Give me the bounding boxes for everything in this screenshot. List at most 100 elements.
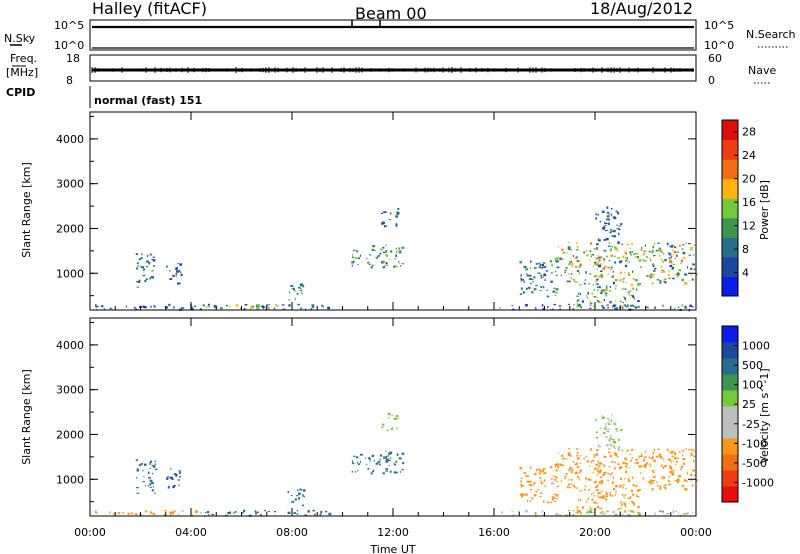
- power-echo-point: [578, 272, 580, 275]
- power-echo-point: [547, 306, 549, 308]
- power-echo-point: [140, 257, 143, 259]
- velocity-echo-point: [390, 428, 394, 430]
- power-echo-point: [613, 303, 616, 306]
- velocity-echo-point: [618, 450, 620, 452]
- velocity-echo-point: [558, 452, 560, 454]
- power-echo-point: [653, 269, 656, 272]
- power-echo-point: [152, 277, 154, 279]
- velocity-echo-point: [530, 484, 534, 487]
- power-echo-point: [520, 280, 522, 282]
- power-echo-point: [668, 257, 672, 259]
- power-echo-point: [583, 251, 585, 254]
- power-echo-point: [543, 273, 547, 277]
- power-echo-point: [567, 248, 571, 250]
- velocity-echo-point: [684, 479, 687, 482]
- power-echo-point: [593, 248, 595, 250]
- power-echo-point: [628, 273, 631, 276]
- power-echo-point: [229, 305, 231, 307]
- velocity-echo-point: [168, 485, 170, 488]
- velocity-echo-point: [676, 460, 678, 463]
- velocity-echo-point: [625, 487, 627, 490]
- power-echo-point: [370, 266, 373, 269]
- power-echo-point: [629, 290, 632, 292]
- velocity-echo-point: [148, 471, 150, 474]
- velocity-echo-point: [151, 482, 154, 485]
- power-echo-point: [202, 304, 205, 307]
- power-echo-point: [574, 265, 578, 269]
- power-echo-point: [551, 264, 553, 267]
- velocity-echo-point: [593, 494, 595, 497]
- power-echo-point: [599, 256, 603, 259]
- velocity-echo-point: [396, 453, 399, 456]
- power-echo-point: [602, 306, 605, 309]
- power-echo-point: [599, 270, 603, 272]
- velocity-echo-point: [592, 472, 594, 474]
- velocity-echo-point: [626, 463, 628, 466]
- velocity-echo-point: [620, 429, 623, 431]
- velocity-echo-point: [526, 493, 528, 496]
- velocity-echo-point: [679, 451, 681, 453]
- power-echo-point: [589, 300, 591, 303]
- velocity-echo-point: [371, 454, 374, 457]
- power-echo-point: [176, 266, 178, 269]
- power-echo-point: [570, 277, 572, 279]
- power-echo-point: [539, 263, 542, 267]
- velocity-echo-point: [145, 485, 147, 487]
- power-echo-point: [511, 305, 513, 307]
- power-echo-point: [136, 280, 139, 283]
- velocity-colorbar-tick-label: -1000: [742, 476, 774, 489]
- velocity-echo-point: [635, 494, 638, 497]
- velocity-echo-point: [607, 473, 610, 475]
- power-echo-point: [297, 303, 300, 306]
- power-echo-point: [144, 280, 147, 283]
- velocity-echo-point: [629, 454, 631, 456]
- power-echo-point: [351, 264, 353, 267]
- power-echo-point: [625, 263, 627, 265]
- power-echo-point: [630, 253, 633, 256]
- freq-label: Freq.: [10, 52, 37, 65]
- velocity-echo-point: [290, 501, 294, 503]
- power-echo-point: [648, 275, 651, 278]
- velocity-echo-point: [592, 492, 595, 494]
- velocity-echo-point: [669, 459, 672, 462]
- power-echo-point: [554, 294, 557, 296]
- power-echo-point: [677, 306, 680, 308]
- power-echo-point: [685, 242, 687, 244]
- power-echo-point: [172, 274, 175, 277]
- power-echo-point: [624, 288, 627, 290]
- velocity-echo-point: [589, 511, 593, 513]
- power-colorbar-tick-label: 16: [742, 196, 756, 209]
- velocity-echo-point: [681, 484, 684, 488]
- time-tick-label: 16:00: [478, 526, 510, 539]
- velocity-echo-point: [95, 510, 97, 513]
- power-echo-point: [372, 245, 376, 248]
- velocity-echo-point: [149, 483, 151, 486]
- velocity-colorbar-swatch: [722, 342, 738, 359]
- velocity-echo-point: [396, 427, 398, 430]
- velocity-echo-point: [617, 447, 620, 450]
- velocity-echo-point: [606, 418, 610, 420]
- velocity-echo-point: [684, 513, 688, 515]
- velocity-echo-point: [551, 477, 553, 480]
- power-echo-point: [388, 258, 390, 260]
- velocity-echo-point: [561, 464, 564, 467]
- velocity-echo-point: [555, 469, 558, 472]
- power-colorbar-tick-label: 4: [742, 267, 749, 280]
- velocity-echo-point: [619, 511, 622, 513]
- velocity-echo-point: [642, 477, 645, 480]
- velocity-echo-point: [576, 511, 579, 514]
- velocity-echo-point: [637, 513, 641, 516]
- velocity-colorbar-swatch: [722, 422, 738, 439]
- power-echo-point: [612, 216, 616, 219]
- power-echo-point: [564, 271, 566, 273]
- power-echo-point: [604, 295, 608, 297]
- power-echo-point: [542, 308, 545, 310]
- power-echo-point: [682, 251, 686, 255]
- power-echo-point: [621, 278, 624, 280]
- power-echo-point: [540, 276, 543, 279]
- power-echo-point: [540, 274, 542, 277]
- power-echo-point: [603, 249, 606, 252]
- power-echo-point: [398, 251, 402, 254]
- power-echo-point: [603, 225, 606, 229]
- power-echo-point: [541, 304, 544, 307]
